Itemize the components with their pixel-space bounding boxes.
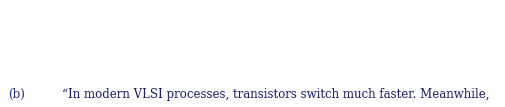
Text: “In modern VLSI processes, transistors switch much faster. Meanwhile,: “In modern VLSI processes, transistors s… bbox=[62, 88, 489, 101]
Text: (b): (b) bbox=[8, 88, 25, 101]
